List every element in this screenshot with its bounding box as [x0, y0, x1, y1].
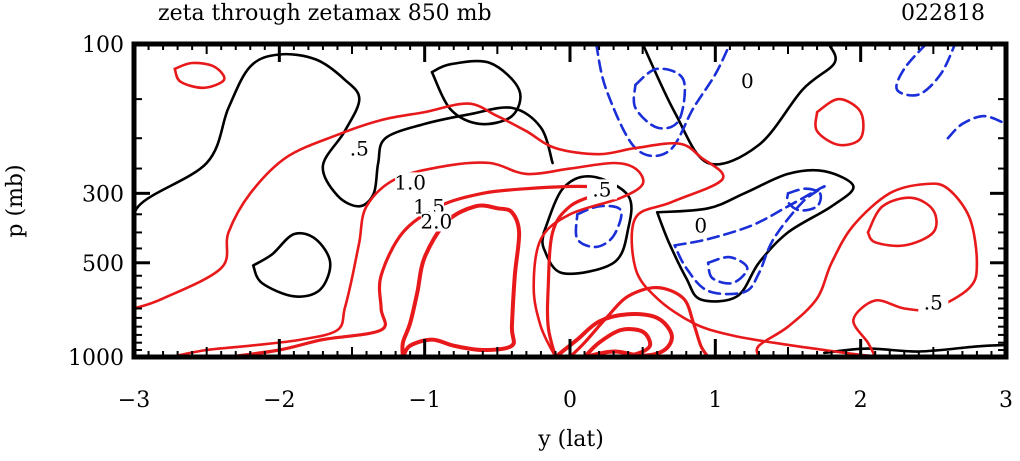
contour-label: 0: [694, 214, 707, 238]
contour-line-positive-20: [866, 196, 938, 248]
contour-label: .5: [924, 291, 943, 315]
x-tick-label: 0: [563, 388, 577, 413]
contour-line-positive-19: [169, 161, 645, 357]
contour-line-zero-0: [134, 52, 554, 250]
y-tick-label: 1000: [68, 346, 124, 371]
contour-line-positive-15: [173, 61, 226, 90]
contour-line-zero-1: [641, 44, 837, 166]
contour-line-positive-21: [226, 184, 610, 357]
y-axis-label: p (mb): [3, 164, 28, 237]
contour-line-negative-12: [632, 67, 687, 130]
contour-label-bg: [344, 138, 375, 159]
axis-ticks: [132, 42, 1008, 359]
contour-line-zero-3: [251, 231, 332, 298]
contour-line-zero-4: [541, 174, 633, 276]
y-tick-label: 500: [82, 252, 124, 277]
contour-line-zero-6: [823, 343, 1006, 355]
contour-label: 1.0: [394, 170, 426, 194]
run-id-label: 022818: [901, 1, 985, 26]
contour-label-bg: [918, 292, 949, 313]
contour-line-negative-7: [594, 44, 732, 158]
contour-label: 2.0: [420, 209, 452, 233]
contour-label: 0: [741, 69, 754, 93]
contour-layer: [134, 44, 1006, 357]
x-tick-label: −1: [408, 388, 440, 413]
contour-line-positive-16: [134, 102, 906, 357]
contour-line-positive-22: [568, 285, 710, 357]
contour-label-bg: [414, 196, 445, 217]
x-tick-label: −3: [118, 388, 150, 413]
y-tick-label: 300: [82, 182, 124, 207]
x-tick-label: 3: [999, 388, 1013, 413]
contour-line-negative-11: [673, 185, 826, 296]
contour-label-bg: [421, 211, 452, 232]
contour-line-negative-10: [574, 204, 623, 249]
contour-line-zero-2: [430, 59, 522, 126]
contour-line-positive-18: [755, 182, 979, 357]
contour-line-zero-5: [655, 168, 855, 303]
x-tick-labels: −3 −2 −1 0 1 2 3: [118, 388, 1013, 413]
contour-line-positive-24: [553, 312, 674, 357]
contour-label-bg: [395, 172, 426, 193]
x-tick-label: 2: [854, 388, 868, 413]
contour-line-positive-25: [582, 327, 653, 357]
contour-line-positive-17: [814, 97, 865, 147]
plot-frame: [131, 41, 1009, 360]
contour-line-negative-13: [785, 187, 823, 212]
x-tick-label: −2: [263, 388, 295, 413]
contour-label-bg: [732, 70, 763, 91]
contour-line-positive-23: [400, 203, 522, 357]
contour-label-bg: [685, 215, 716, 236]
contour-labels: 0.51.0.51.52.0 0.5: [344, 69, 949, 315]
contour-line-negative-14: [706, 255, 749, 285]
y-tick-labels: 100 300 500 1000: [68, 33, 124, 371]
contour-line-negative-9: [946, 114, 1006, 140]
x-tick-label: 1: [708, 388, 722, 413]
contour-label: .5: [350, 136, 369, 160]
contour-line-negative-8: [895, 44, 957, 97]
y-tick-label: 100: [82, 33, 124, 58]
chart-title: zeta through zetamax 850 mb: [158, 1, 492, 26]
x-axis-label: y (lat): [537, 427, 604, 452]
contour-label: .5: [592, 177, 611, 201]
contour-label-bg: [586, 179, 617, 200]
